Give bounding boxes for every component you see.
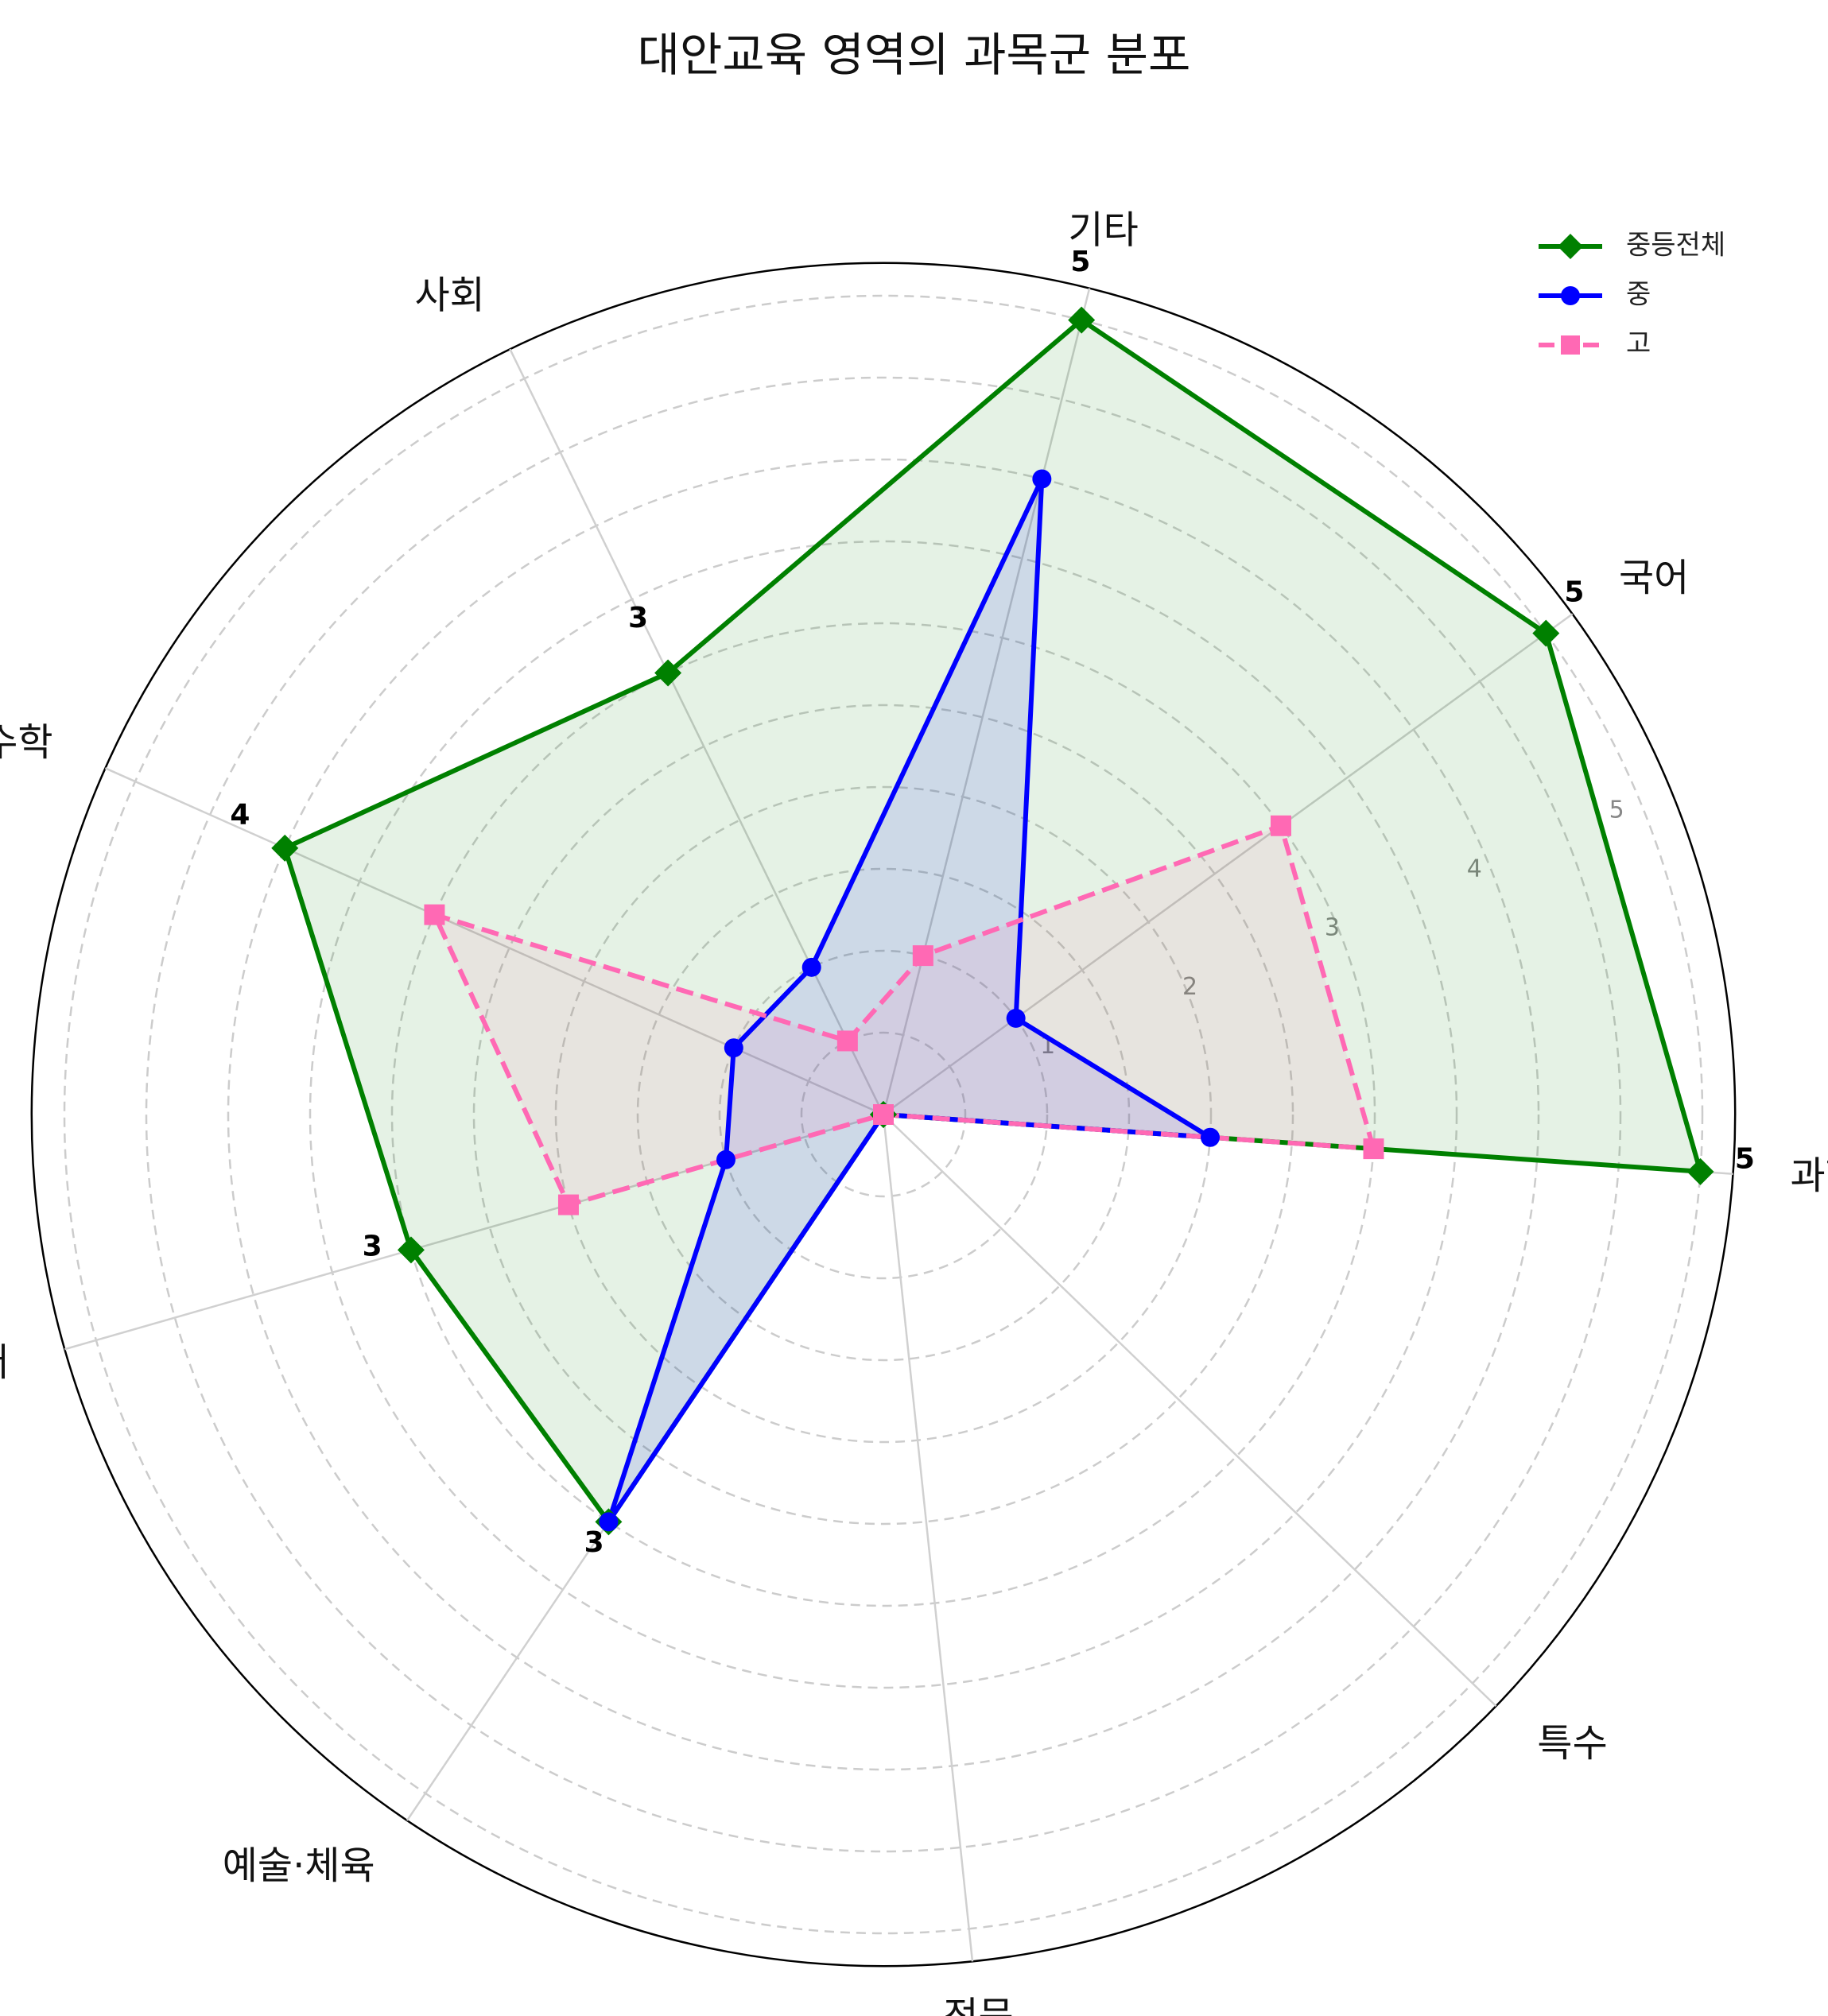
data-point <box>654 659 682 687</box>
data-point <box>1068 306 1096 334</box>
legend-label: 고 <box>1626 328 1651 360</box>
radial-gridline-minor <box>800 1031 967 1198</box>
data-label: 3 <box>628 602 648 634</box>
data-point <box>1270 815 1291 836</box>
fill-layer <box>285 320 1701 1522</box>
category-label: 특수 <box>1537 1721 1607 1766</box>
radial-gridline <box>63 294 1704 1935</box>
radial-tick-label: 4 <box>1467 855 1482 883</box>
category-label: 전문 <box>943 1994 1013 2016</box>
data-point <box>424 904 445 925</box>
spoke-기타 <box>882 288 1091 1115</box>
spoke-사회 <box>509 348 885 1115</box>
polar-frame <box>30 262 1737 1968</box>
data-point <box>801 957 821 977</box>
data-label: 3 <box>584 1526 604 1559</box>
radial-gridline <box>718 949 1049 1280</box>
data-point <box>1363 1138 1384 1160</box>
radial-gridline-minor <box>636 867 1131 1362</box>
spoke-수학 <box>104 767 884 1116</box>
data-point <box>1200 1127 1220 1147</box>
data-label: 5 <box>1564 576 1584 608</box>
data-point <box>836 1030 858 1052</box>
radial-gridline <box>390 622 1376 1607</box>
data-point <box>1532 619 1560 647</box>
radial-tick-label: 3 <box>1325 914 1340 942</box>
category-label: 예술·체육 <box>223 1843 375 1888</box>
legend-marker <box>1561 286 1580 305</box>
radial-gridline <box>227 458 1540 1771</box>
category-label: 과학 <box>1791 1153 1828 1198</box>
chart-title: 대안교육 영역의 과목군 분포 <box>637 28 1191 82</box>
category-label: 수학 <box>0 720 53 765</box>
marker-layer <box>271 306 1714 1536</box>
series-line-고 <box>432 823 1376 1208</box>
data-point <box>1032 469 1052 489</box>
series-fill-중 <box>608 479 1210 1522</box>
label-layer: 과학 국어 기타사회수학영어예술·체육전문 특수 5 5 5 3 4 3 3 <box>0 208 1828 2016</box>
legend-marker <box>1558 234 1583 259</box>
category-label: 사회 <box>414 273 484 317</box>
data-point <box>912 945 933 967</box>
series-fill-중등전체 <box>285 320 1701 1522</box>
spoke-전문 <box>882 1114 974 1962</box>
radial-tick-label: 2 <box>1182 973 1197 1001</box>
legend-label: 중등전체 <box>1626 230 1725 262</box>
radial-gridline <box>554 785 1213 1444</box>
radial-gridline-minor <box>309 540 1458 1689</box>
data-label: 3 <box>363 1231 382 1263</box>
radial-tick-label: 5 <box>1609 797 1624 824</box>
data-label: 5 <box>1735 1143 1755 1176</box>
data-point <box>873 1104 894 1125</box>
legend-label: 중 <box>1626 279 1651 311</box>
data-point <box>724 1038 743 1058</box>
data-point <box>599 1512 619 1532</box>
data-point <box>716 1150 735 1169</box>
data-label: 4 <box>230 798 250 831</box>
category-label: 영어 <box>0 1340 10 1385</box>
category-label: 국어 <box>1619 556 1689 600</box>
data-point <box>271 834 299 862</box>
series-fill-고 <box>434 825 1374 1205</box>
spoke-국어 <box>883 613 1574 1116</box>
radial-gridline-minor <box>145 376 1622 1853</box>
category-label: 기타 <box>1068 208 1138 253</box>
radial-gridline-minor <box>472 704 1294 1526</box>
data-point <box>1686 1157 1714 1185</box>
data-point <box>397 1236 425 1264</box>
legend-marker <box>1561 335 1580 355</box>
data-point <box>1006 1008 1026 1028</box>
data-point <box>557 1194 579 1215</box>
data-label: 5 <box>1070 246 1090 278</box>
spoke-특수 <box>883 1114 1497 1708</box>
